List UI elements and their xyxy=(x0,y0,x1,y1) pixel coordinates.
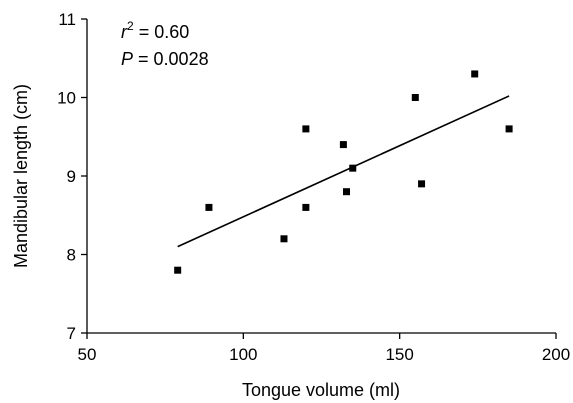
y-tick-label: 8 xyxy=(67,246,76,265)
data-point xyxy=(280,235,288,243)
y-tick-label: 10 xyxy=(57,89,76,108)
data-point xyxy=(339,141,347,149)
data-point xyxy=(349,164,357,172)
data-point xyxy=(411,94,419,101)
data-point xyxy=(418,180,426,188)
data-point xyxy=(302,203,310,211)
x-axis-title: Tongue volume (ml) xyxy=(242,380,400,400)
x-tick-label: 50 xyxy=(78,345,97,364)
data-point xyxy=(343,188,351,196)
r-squared-annotation: r2 = 0.60 xyxy=(121,19,189,42)
r-squared-value: = 0.60 xyxy=(134,22,190,42)
p-symbol: P xyxy=(121,49,133,69)
p-value: = 0.0028 xyxy=(133,49,209,69)
data-point xyxy=(471,70,479,78)
x-tick-label: 100 xyxy=(229,345,257,364)
y-axis-title: Mandibular length (cm) xyxy=(11,84,31,268)
x-tick-label: 200 xyxy=(542,345,570,364)
y-tick-label: 11 xyxy=(58,10,76,29)
data-point xyxy=(302,125,310,133)
r-exponent: 2 xyxy=(127,19,134,33)
y-tick-label: 7 xyxy=(67,324,76,343)
x-ticks: 50 100 150 200 xyxy=(78,333,570,364)
p-value-annotation: P = 0.0028 xyxy=(121,49,209,69)
data-point xyxy=(505,125,513,133)
data-point xyxy=(174,266,182,274)
y-ticks: 7 8 9 10 11 xyxy=(57,10,87,343)
data-point xyxy=(205,203,213,211)
x-tick-label: 150 xyxy=(385,345,413,364)
regression-line xyxy=(177,95,510,248)
y-tick-label: 9 xyxy=(67,167,76,186)
r-symbol: r xyxy=(121,22,128,42)
data-points xyxy=(174,70,513,274)
